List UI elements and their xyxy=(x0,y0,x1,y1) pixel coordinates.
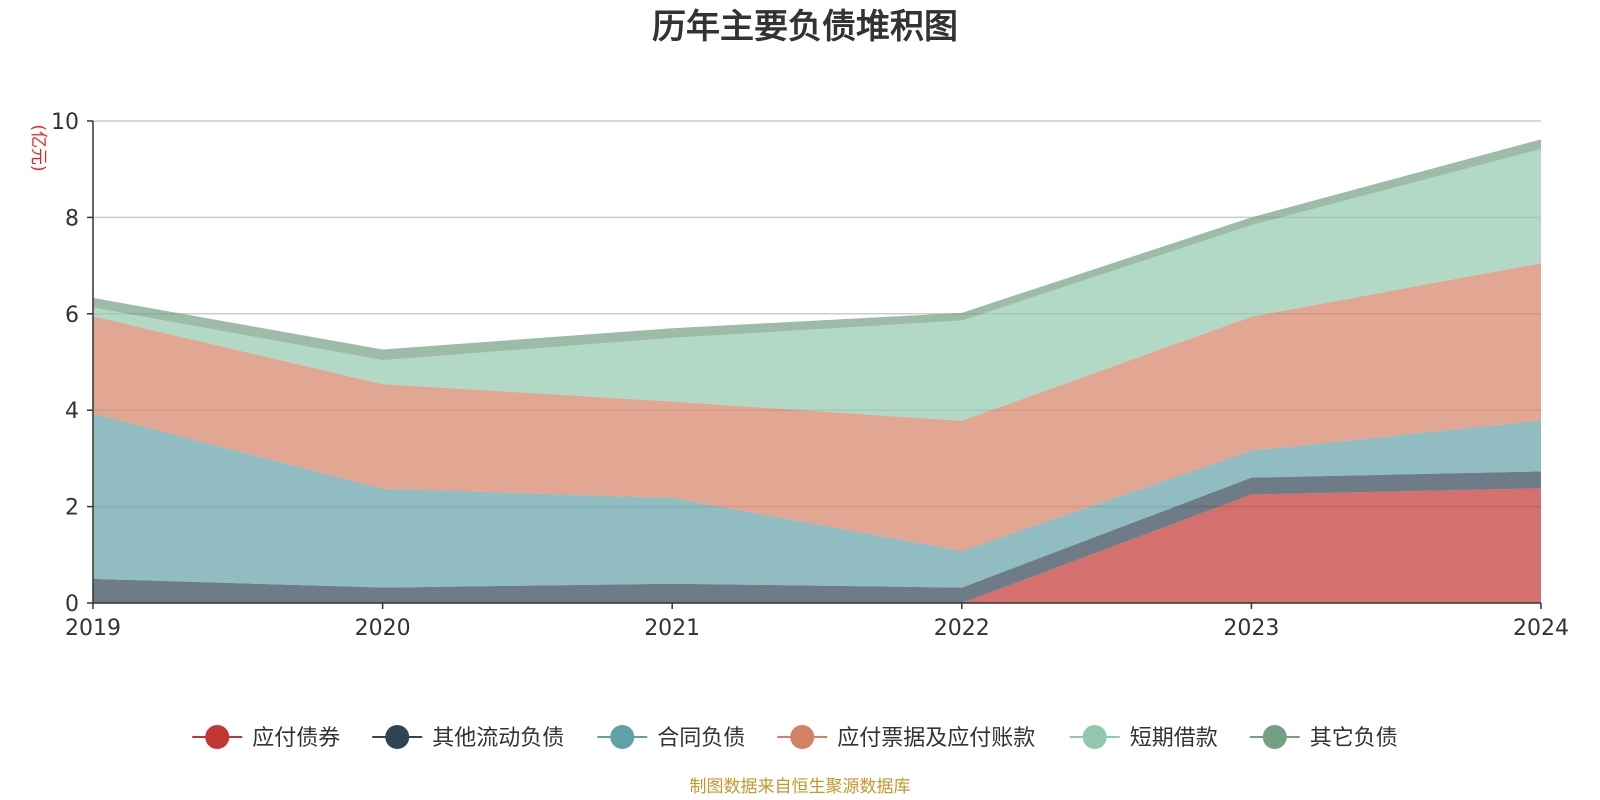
x-tick-label: 2024 xyxy=(1513,616,1569,641)
legend-item-4[interactable]: 应付票据及应付账款 xyxy=(777,725,1035,751)
chart-title: 历年主要负债堆积图 xyxy=(652,7,958,47)
legend-item-6[interactable]: 其它负债 xyxy=(1249,725,1398,751)
area-series-4 xyxy=(93,263,1541,551)
data-source-note: 制图数据来自恒生聚源数据库 xyxy=(690,777,911,797)
legend-label: 应付票据及应付账款 xyxy=(837,726,1035,751)
y-tick-label: 8 xyxy=(65,206,79,231)
x-tick-label: 2023 xyxy=(1223,616,1279,641)
legend-label: 合同负债 xyxy=(657,726,745,751)
y-tick-label: 10 xyxy=(51,110,79,135)
y-tick-label: 6 xyxy=(65,303,79,328)
legend-marker-icon xyxy=(1262,725,1287,749)
y-tick-label: 2 xyxy=(65,496,79,521)
legend-marker-icon xyxy=(1082,725,1107,749)
area-series-3 xyxy=(93,413,1541,588)
area-series-5 xyxy=(93,148,1541,421)
x-tick-label: 2019 xyxy=(65,616,121,641)
axes: 0 2 4 6 8 10 2019 2020 2021 2022 2023 2024 xyxy=(51,110,1569,641)
legend-item-5[interactable]: 短期借款 xyxy=(1069,725,1218,751)
y-axis-unit-label: (亿元) xyxy=(28,124,48,171)
legend-marker-icon xyxy=(385,725,410,749)
legend-marker-icon xyxy=(610,725,635,749)
y-tick-label: 0 xyxy=(65,592,79,617)
legend-label: 其他流动负债 xyxy=(432,726,564,751)
area-series-2 xyxy=(93,471,1541,603)
area-series-group xyxy=(93,139,1541,603)
legend-item-3[interactable]: 合同负债 xyxy=(597,725,745,751)
x-tick-label: 2021 xyxy=(644,616,700,641)
legend-marker-icon xyxy=(205,725,230,749)
legend-item-2[interactable]: 其他流动负债 xyxy=(372,725,564,751)
legend-label: 短期借款 xyxy=(1130,726,1218,751)
legend[interactable]: 应付债券 其他流动负债 合同负债 应付票据及应付账款 短期借款 其它负债 xyxy=(192,725,1398,751)
legend-label: 其它负债 xyxy=(1310,726,1398,751)
x-tick-label: 2022 xyxy=(934,616,990,641)
legend-label: 应付债券 xyxy=(252,726,340,751)
legend-item-1[interactable]: 应付债券 xyxy=(192,725,340,751)
y-tick-label: 4 xyxy=(65,399,79,424)
legend-marker-icon xyxy=(790,725,815,749)
x-tick-label: 2020 xyxy=(355,616,411,641)
area-series-1 xyxy=(93,488,1541,603)
